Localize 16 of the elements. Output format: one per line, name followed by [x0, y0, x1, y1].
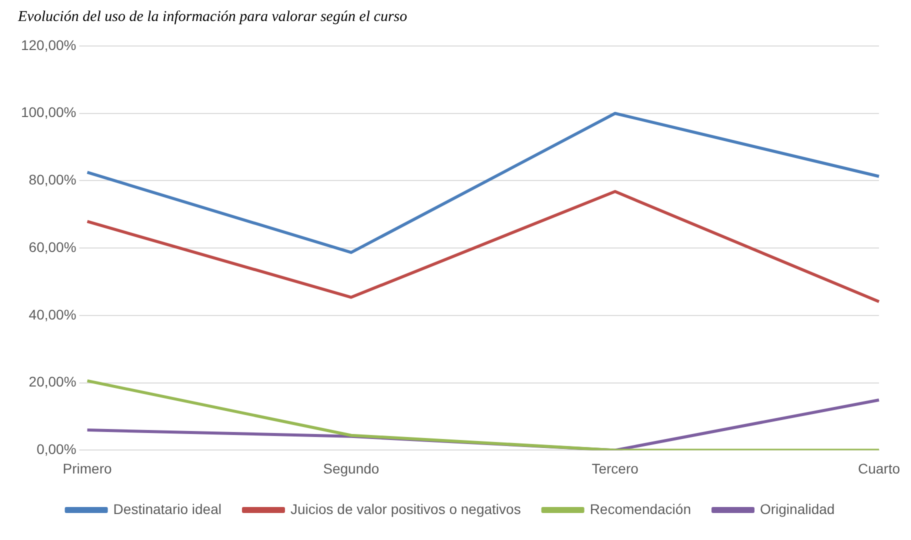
x-tick-label: Primero	[62, 460, 112, 476]
legend-label: Recomendación	[590, 500, 691, 517]
legend-label: Juicios de valor positivos o negativos	[290, 500, 521, 517]
y-tick-label: 20,00%	[28, 374, 76, 390]
y-tick-label: 60,00%	[28, 238, 76, 255]
chart-title: Evolución del uso de la información para valorar según el curso	[17, 8, 408, 25]
y-tick-label: 40,00%	[28, 306, 76, 322]
y-tick-label: 120,00%	[20, 36, 76, 53]
y-tick-label: 100,00%	[20, 104, 76, 120]
x-tick-label: Segundo	[323, 460, 380, 476]
x-tick-label: Tercero	[592, 460, 639, 476]
x-tick-label: Cuarto	[858, 460, 900, 476]
legend-label: Originalidad	[760, 500, 835, 517]
y-tick-label: 80,00%	[28, 172, 76, 188]
y-tick-label: 0,00%	[36, 441, 76, 458]
legend-label: Destinatario ideal	[113, 500, 222, 517]
